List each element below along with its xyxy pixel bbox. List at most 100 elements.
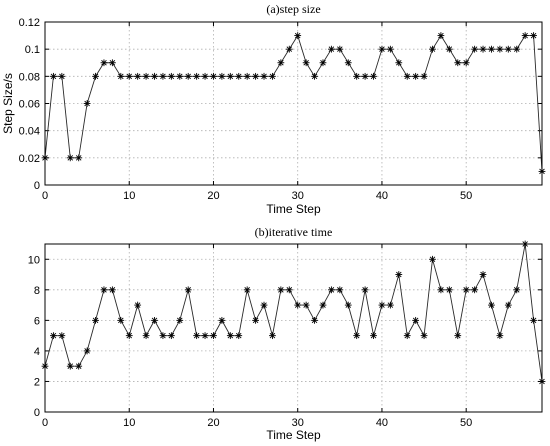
data-point <box>226 332 234 340</box>
x-tick-label: 50 <box>460 417 472 429</box>
data-point <box>285 45 293 53</box>
data-point <box>210 72 217 80</box>
data-point <box>75 362 83 370</box>
x-tick-label: 20 <box>207 417 219 429</box>
data-point <box>176 316 184 324</box>
data-point <box>159 72 167 80</box>
y-tick-label: 0 <box>34 180 40 192</box>
data-point <box>471 286 479 294</box>
data-point <box>445 286 453 294</box>
data-series <box>41 240 546 385</box>
grid-lines <box>45 244 542 412</box>
data-point <box>117 316 125 324</box>
data-point <box>530 32 537 39</box>
x-axis-label: Time Step <box>266 202 321 216</box>
grid-lines <box>45 22 542 185</box>
data-point <box>226 72 234 80</box>
data-point <box>151 316 158 324</box>
data-point <box>496 45 504 53</box>
data-point <box>260 72 268 80</box>
data-point <box>513 286 521 294</box>
data-point <box>243 72 251 80</box>
data-point <box>353 332 361 340</box>
data-point <box>66 154 74 162</box>
y-tick-label: 0.08 <box>19 71 40 83</box>
y-tick-label: 0.12 <box>19 17 40 29</box>
data-point <box>66 362 74 370</box>
data-point <box>395 59 403 67</box>
data-point <box>142 72 150 80</box>
data-point <box>184 286 192 294</box>
data-point <box>167 72 175 80</box>
data-point <box>235 332 243 340</box>
data-point <box>361 286 369 294</box>
x-tick-label: 0 <box>42 190 48 202</box>
data-point <box>403 332 411 340</box>
data-point <box>504 301 512 309</box>
data-point <box>412 72 420 80</box>
series-line <box>44 243 543 382</box>
y-tick-label: 8 <box>34 285 40 297</box>
data-point <box>445 45 453 53</box>
y-tick-label: 0.06 <box>19 99 40 111</box>
data-point <box>100 286 108 294</box>
step-size-chart: (a)step size Time Step Step Size/s 0 10 20… <box>1 2 546 216</box>
data-point <box>100 59 108 67</box>
data-point <box>437 286 445 294</box>
data-point <box>521 32 529 39</box>
data-point <box>403 72 411 80</box>
data-point <box>252 72 259 80</box>
y-tick-label: 0.02 <box>19 153 40 165</box>
data-point <box>83 347 91 355</box>
data-point <box>83 100 91 107</box>
data-point <box>513 45 521 53</box>
data-point <box>201 72 209 80</box>
axis-ticks: 0 10 20 30 40 50 0 0.02 0.04 0.06 0.08 0.1 0.12 <box>19 17 542 202</box>
data-point <box>412 316 420 324</box>
y-tick-label: 0.1 <box>25 44 40 56</box>
data-point <box>344 59 352 67</box>
y-tick-label: 2 <box>34 376 40 388</box>
data-point <box>429 45 436 53</box>
data-point <box>252 316 259 324</box>
data-point <box>429 255 436 263</box>
y-tick-label: 10 <box>28 254 40 266</box>
data-point <box>395 271 403 278</box>
data-point <box>488 45 495 53</box>
data-point <box>108 59 116 67</box>
data-point <box>378 301 386 309</box>
data-point <box>285 286 293 294</box>
data-point <box>58 332 66 340</box>
x-tick-label: 20 <box>207 190 219 202</box>
data-point <box>336 286 344 294</box>
data-point <box>269 72 276 80</box>
data-point <box>454 332 462 340</box>
data-point <box>462 59 470 67</box>
data-point <box>218 316 226 324</box>
data-point <box>386 45 394 53</box>
y-axis-label: Step Size/s <box>1 73 15 134</box>
data-point <box>58 72 66 80</box>
data-point <box>319 301 327 309</box>
x-axis-label: Time Step <box>266 428 321 442</box>
data-point <box>496 332 504 340</box>
data-point <box>108 286 116 294</box>
data-point <box>420 332 428 340</box>
data-point <box>210 332 217 340</box>
data-point <box>167 332 175 340</box>
data-point <box>479 271 487 278</box>
data-point <box>125 72 133 80</box>
data-point <box>319 59 327 67</box>
data-point <box>92 316 99 324</box>
data-point <box>488 301 495 309</box>
data-point <box>386 301 394 309</box>
data-point <box>117 72 125 80</box>
data-point <box>243 286 251 294</box>
data-point <box>378 45 386 53</box>
data-point <box>277 286 285 294</box>
x-tick-label: 0 <box>42 417 48 429</box>
data-point <box>504 45 512 53</box>
x-tick-label: 50 <box>460 190 472 202</box>
data-point <box>193 332 201 340</box>
